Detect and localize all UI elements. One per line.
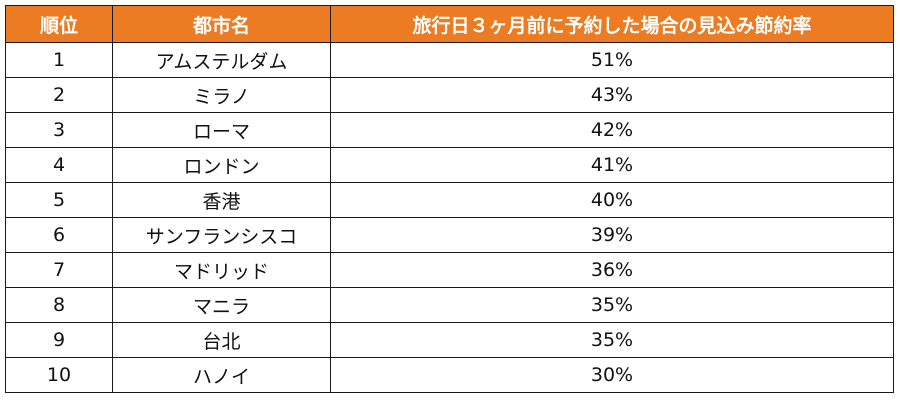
city-cell: マニラ (112, 287, 331, 323)
savings-rate-cell: 35% (330, 287, 894, 323)
table-row: 3 ローマ 42% (5, 112, 894, 148)
table-row: 10 ハノイ 30% (5, 357, 894, 393)
table-body: 1 アムステルダム 51% 2 ミラノ 43% 3 ローマ 42% 4 ロンドン… (5, 42, 894, 393)
rank-cell: 6 (5, 217, 113, 253)
savings-rate-cell: 40% (330, 182, 894, 218)
savings-rate-cell: 39% (330, 217, 894, 253)
table-row: 5 香港 40% (5, 182, 894, 218)
header-row: 順位 都市名 旅行日３ヶ月前に予約した場合の見込み節約率 (5, 5, 894, 43)
table-row: 7 マドリッド 36% (5, 252, 894, 288)
table-row: 1 アムステルダム 51% (5, 42, 894, 78)
city-cell: マドリッド (112, 252, 331, 288)
city-cell: 香港 (112, 182, 331, 218)
city-cell: アムステルダム (112, 42, 331, 78)
rank-cell: 9 (5, 322, 113, 358)
savings-rate-cell: 43% (330, 77, 894, 113)
city-cell: 台北 (112, 322, 331, 358)
savings-rate-column-header: 旅行日３ヶ月前に予約した場合の見込み節約率 (330, 5, 894, 43)
city-cell: ハノイ (112, 357, 331, 393)
city-cell: ロンドン (112, 147, 331, 183)
table-row: 2 ミラノ 43% (5, 77, 894, 113)
savings-rate-cell: 30% (330, 357, 894, 393)
city-cell: ミラノ (112, 77, 331, 113)
rank-cell: 2 (5, 77, 113, 113)
table-row: 8 マニラ 35% (5, 287, 894, 323)
savings-rate-cell: 42% (330, 112, 894, 148)
rank-cell: 1 (5, 42, 113, 78)
rank-cell: 3 (5, 112, 113, 148)
rank-cell: 5 (5, 182, 113, 218)
savings-rate-cell: 35% (330, 322, 894, 358)
city-column-header: 都市名 (112, 5, 331, 43)
rank-cell: 8 (5, 287, 113, 323)
savings-ranking-table: 順位 都市名 旅行日３ヶ月前に予約した場合の見込み節約率 1 アムステルダム 5… (5, 5, 894, 393)
rank-cell: 10 (5, 357, 113, 393)
table-header: 順位 都市名 旅行日３ヶ月前に予約した場合の見込み節約率 (5, 5, 894, 43)
table-row: 4 ロンドン 41% (5, 147, 894, 183)
table-row: 6 サンフランシスコ 39% (5, 217, 894, 253)
city-cell: サンフランシスコ (112, 217, 331, 253)
savings-rate-cell: 51% (330, 42, 894, 78)
savings-rate-cell: 41% (330, 147, 894, 183)
rank-cell: 4 (5, 147, 113, 183)
table-row: 9 台北 35% (5, 322, 894, 358)
city-cell: ローマ (112, 112, 331, 148)
rank-column-header: 順位 (5, 5, 113, 43)
savings-rate-cell: 36% (330, 252, 894, 288)
rank-cell: 7 (5, 252, 113, 288)
